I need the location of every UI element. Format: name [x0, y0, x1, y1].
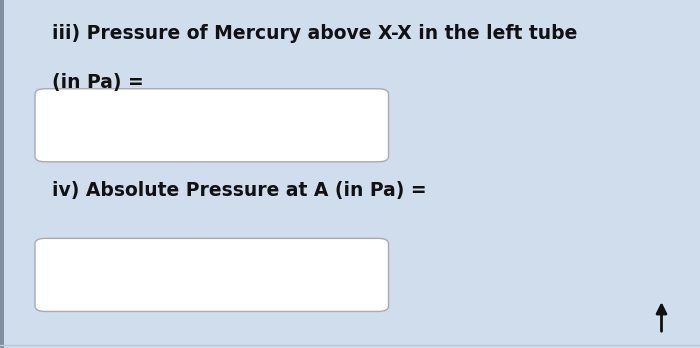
- FancyBboxPatch shape: [35, 89, 388, 162]
- Text: iv) Absolute Pressure at A (in Pa) =: iv) Absolute Pressure at A (in Pa) =: [52, 181, 427, 200]
- Text: (in Pa) =: (in Pa) =: [52, 73, 144, 92]
- FancyBboxPatch shape: [35, 238, 388, 311]
- Text: iii) Pressure of Mercury above X-X in the left tube: iii) Pressure of Mercury above X-X in th…: [52, 24, 578, 44]
- FancyBboxPatch shape: [0, 0, 4, 348]
